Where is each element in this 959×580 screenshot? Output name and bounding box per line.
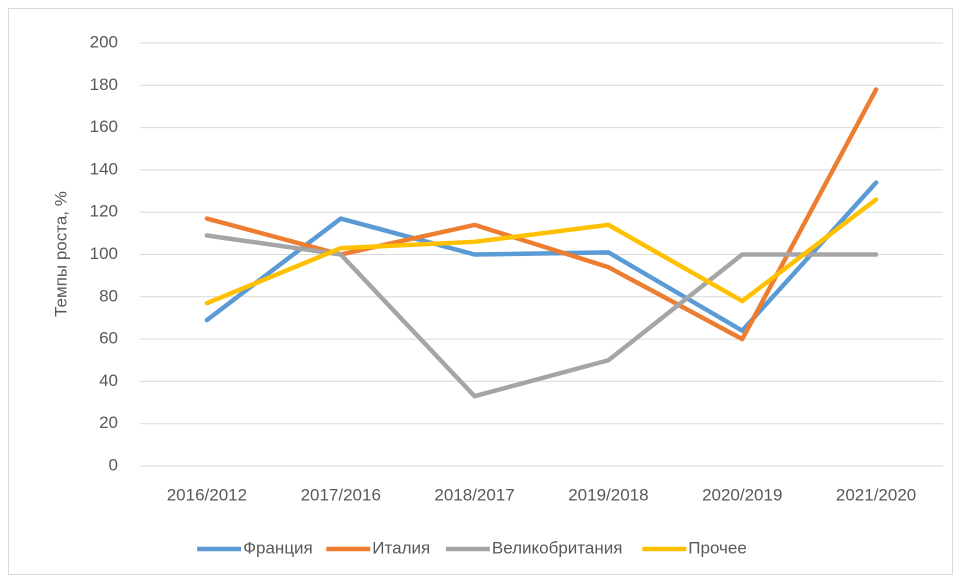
y-tick-label: 160	[90, 117, 118, 136]
x-tick-label: 2018/2017	[434, 485, 514, 504]
y-tick-label: 180	[90, 75, 118, 94]
legend-label: Италия	[372, 538, 430, 557]
legend-label: Франция	[243, 538, 313, 557]
series-line	[204, 197, 879, 306]
y-axis-title: Темпы роста, %	[51, 191, 70, 317]
chart-border	[8, 8, 953, 575]
y-tick-label: 0	[109, 455, 118, 474]
y-tick-label: 120	[90, 202, 118, 221]
y-tick-label: 200	[90, 32, 118, 51]
x-tick-label: 2021/2020	[836, 485, 916, 504]
y-tick-label: 140	[90, 159, 118, 178]
series-line	[204, 233, 879, 399]
y-tick-label: 20	[99, 413, 118, 432]
x-tick-label: 2019/2018	[568, 485, 648, 504]
y-tick-label: 100	[90, 244, 118, 263]
y-tick-label: 40	[99, 371, 118, 390]
y-tick-label: 60	[99, 329, 118, 348]
y-tick-label: 80	[99, 286, 118, 305]
series-line	[204, 87, 879, 342]
x-tick-label: 2020/2019	[702, 485, 782, 504]
series-line	[204, 180, 879, 333]
legend-label: Великобритания	[492, 538, 623, 557]
x-tick-label: 2017/2016	[301, 485, 381, 504]
x-tick-label: 2016/2012	[167, 485, 247, 504]
legend-label: Прочее	[688, 538, 747, 557]
